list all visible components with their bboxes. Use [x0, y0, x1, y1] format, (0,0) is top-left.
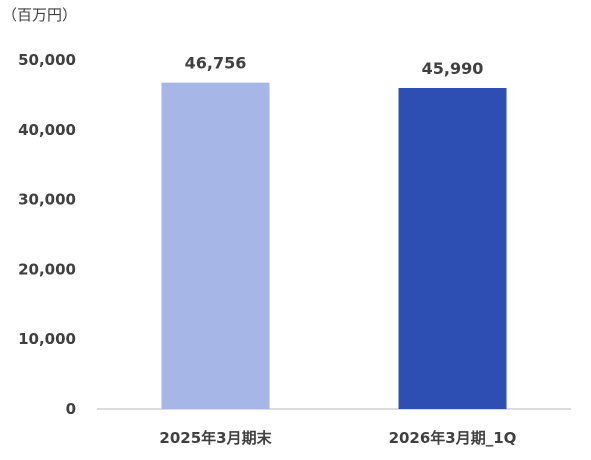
y-tick-label: 30,000 [18, 191, 76, 209]
y-axis: 0 10,000 20,000 30,000 40,000 50,000 [18, 51, 76, 418]
bars: 46,756 45,990 [161, 54, 507, 409]
x-axis: 2025年3月期末 2026年3月期_1Q [159, 429, 516, 447]
data-label-2: 45,990 [422, 59, 484, 78]
y-tick-label: 20,000 [18, 260, 76, 278]
y-tick-label: 0 [66, 400, 76, 418]
unit-label: （百万円） [2, 6, 77, 24]
y-tick-label: 10,000 [18, 330, 76, 348]
y-tick-label: 50,000 [18, 51, 76, 69]
y-tick-label: 40,000 [18, 121, 76, 139]
bar-1 [161, 82, 270, 409]
data-label-1: 46,756 [185, 54, 247, 73]
x-category-label: 2025年3月期末 [159, 429, 272, 447]
bar-2 [398, 87, 507, 409]
x-category-label: 2026年3月期_1Q [389, 429, 517, 447]
